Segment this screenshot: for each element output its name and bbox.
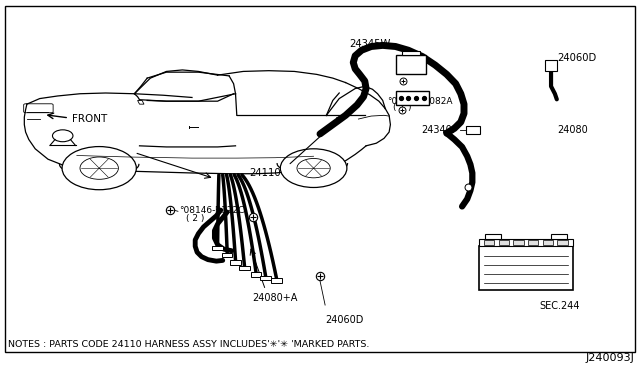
Text: NOTES : PARTS CODE 24110 HARNESS ASSY INCLUDES'✳'✳ 'MARKED PARTS.: NOTES : PARTS CODE 24110 HARNESS ASSY IN… <box>8 340 369 349</box>
Circle shape <box>62 147 136 190</box>
Bar <box>396 91 429 105</box>
Bar <box>513 240 524 245</box>
FancyBboxPatch shape <box>24 104 53 113</box>
Text: SEC.244: SEC.244 <box>540 301 580 311</box>
Bar <box>557 240 568 245</box>
Bar <box>543 240 553 245</box>
Bar <box>396 55 426 74</box>
Text: ( 2 ): ( 2 ) <box>186 214 204 223</box>
Text: J240093J: J240093J <box>586 353 635 363</box>
Text: 24080+A: 24080+A <box>253 294 298 303</box>
Bar <box>251 272 261 277</box>
Bar <box>212 246 223 250</box>
Bar <box>230 260 241 265</box>
Text: FRONT: FRONT <box>72 114 107 124</box>
Circle shape <box>297 158 330 178</box>
Bar <box>466 126 480 134</box>
Text: 24060D: 24060D <box>557 54 596 63</box>
Bar <box>484 240 494 245</box>
Text: ( 1 ): ( 1 ) <box>393 103 412 112</box>
Circle shape <box>80 157 118 179</box>
Text: 24340P: 24340P <box>421 125 458 135</box>
Circle shape <box>52 130 73 142</box>
Text: 24080: 24080 <box>557 125 588 135</box>
Bar <box>271 278 282 283</box>
Bar <box>402 51 420 55</box>
Text: 24345W: 24345W <box>349 39 390 49</box>
Bar <box>239 266 250 270</box>
Bar <box>485 234 501 239</box>
Text: °08918-3082A: °08918-3082A <box>387 97 452 106</box>
Bar <box>545 60 557 71</box>
Bar <box>479 246 573 290</box>
Polygon shape <box>138 100 144 104</box>
Text: 24110: 24110 <box>250 168 281 178</box>
Bar <box>551 234 567 239</box>
Circle shape <box>280 149 347 187</box>
Bar <box>222 253 232 257</box>
Text: °08146-B122C: °08146-B122C <box>179 206 244 215</box>
Bar <box>479 239 573 246</box>
Text: 24060D: 24060D <box>325 315 364 325</box>
Bar <box>260 276 271 280</box>
Bar <box>499 240 509 245</box>
Bar <box>528 240 538 245</box>
